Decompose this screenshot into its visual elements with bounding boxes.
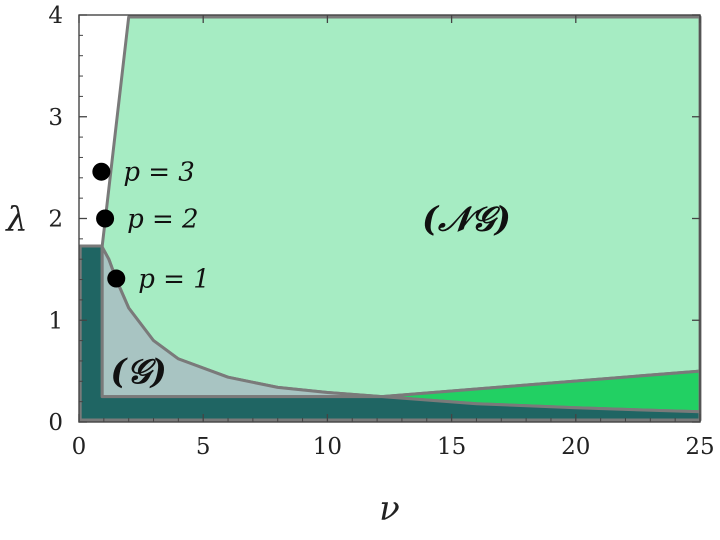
x-axis-label: ν: [379, 489, 400, 529]
x-tick-label: 10: [313, 434, 342, 460]
regions-layer: [78, 15, 702, 422]
points-layer: p = 1 p = 2 p = 3: [92, 158, 210, 295]
y-axis-label: λ: [4, 200, 28, 240]
y-tick-label: 2: [48, 207, 63, 233]
data-point: [96, 209, 115, 228]
data-point: [107, 269, 126, 288]
y-tick-label: 0: [48, 410, 63, 436]
g-region-label: (𝒢): [110, 352, 166, 392]
y-tick-label: 1: [48, 308, 63, 334]
axes-layer: 0 5 10 15 20 25 0 1 2 3 4 ν λ: [4, 3, 714, 529]
y-tick-label: 4: [48, 3, 63, 29]
labels-layer: (𝒩𝒢) (𝒢): [110, 200, 511, 393]
point-label: p = 2: [127, 205, 199, 235]
data-point: [92, 162, 111, 181]
x-tick-label: 15: [437, 434, 466, 460]
point-label: p = 3: [123, 158, 195, 188]
point-label: p = 1: [138, 265, 210, 295]
y-tick-label: 3: [48, 105, 63, 131]
dark-region: [78, 244, 702, 422]
x-tick-label: 20: [561, 434, 590, 460]
x-tick-label: 5: [196, 434, 211, 460]
x-tick-label: 25: [685, 434, 714, 460]
ng-region-label: (𝒩𝒢): [422, 200, 511, 240]
x-tick-label: 0: [72, 434, 87, 460]
